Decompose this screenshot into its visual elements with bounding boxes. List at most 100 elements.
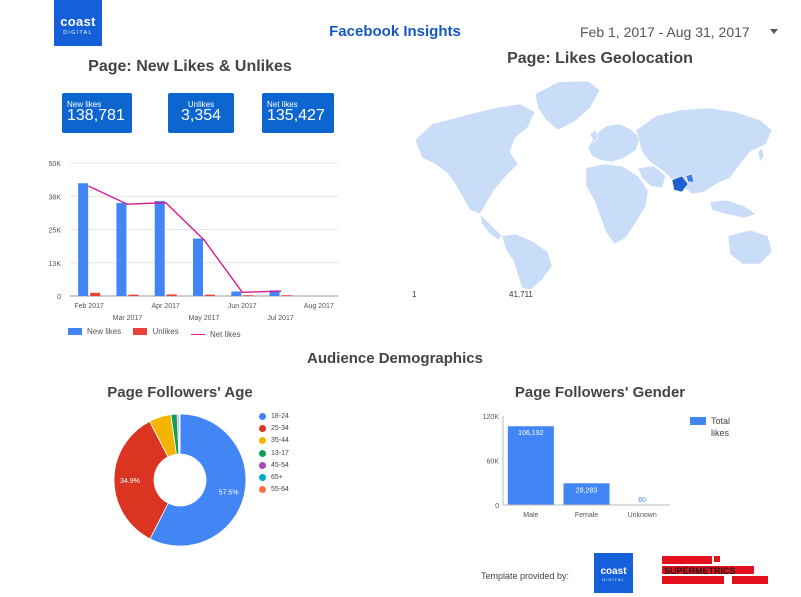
gender-bar-chart: 0 60K 120K 106,192 29,283 60 Male Female Unkno… — [483, 414, 670, 519]
map-region-hotspot — [671, 175, 689, 193]
likes-y-tick-label: 38K — [49, 194, 62, 201]
legend-age-25-34: 25-34 — [259, 422, 289, 434]
gender-y-tick-label: 0 — [495, 503, 499, 510]
geo-scale-min: 1 — [412, 290, 417, 299]
map-region-middle-east — [637, 165, 667, 189]
map-region-greenland — [534, 80, 601, 131]
coast-digital-logo: coast DIGITAL — [54, 0, 102, 46]
bar-unlikes — [243, 295, 254, 296]
gender-x-tick-label: Female — [575, 512, 598, 519]
point-net-likes — [164, 201, 167, 204]
geo-map[interactable] — [410, 72, 778, 290]
gender-section-title: Page Followers' Gender — [514, 384, 686, 401]
bar-new-likes — [78, 183, 89, 296]
age-section-title: Page Followers' Age — [107, 384, 253, 401]
point-net-likes — [126, 203, 129, 206]
likes-x-tick-label: Aug 2017 — [304, 303, 334, 310]
gender-legend: Total likes — [690, 415, 743, 439]
map-region-se-asia — [709, 199, 757, 219]
bar-unlikes — [166, 294, 177, 296]
gender-x-tick-label: Male — [523, 512, 538, 519]
map-region-europe — [587, 123, 641, 163]
supermetrics-wordmark: SUPERMETRICS — [664, 566, 736, 576]
geo-scale-max: 41,711 — [509, 290, 533, 299]
legend-total-likes: Total likes — [711, 416, 731, 438]
bar-new-likes — [193, 238, 203, 296]
likes-x-tick-label: May 2017 — [189, 315, 220, 322]
legend-age-45-54: 45-54 — [259, 459, 289, 471]
likes-x-tick-label: Mar 2017 — [113, 315, 143, 322]
chevron-down-icon[interactable] — [770, 29, 778, 34]
map-region-central-america — [479, 213, 503, 241]
likes-x-tick-label: Jun 2017 — [228, 303, 257, 310]
donut-slice-25-34 — [113, 420, 169, 540]
map-region-north-america — [414, 103, 536, 215]
point-net-likes — [279, 290, 282, 293]
gender-chart-y-ticks: 0 60K 120K — [483, 414, 500, 510]
geo-section-title: Page: Likes Geolocation — [507, 50, 693, 67]
map-region-africa — [585, 163, 649, 245]
bar-new-likes — [269, 290, 280, 296]
gender-y-tick-label: 120K — [483, 414, 500, 421]
legend-age-35-44: 35-44 — [259, 435, 289, 447]
supermetrics-logo[interactable]: SUPERMETRICS — [662, 556, 768, 588]
coast-digital-footer-logo[interactable]: coast DIGITAL — [594, 553, 633, 593]
gender-y-tick-label: 60K — [487, 459, 500, 466]
donut-slice-label: 34.9% — [120, 478, 140, 485]
age-donut-chart: 57.5% 34.9% — [113, 413, 247, 547]
kpi-unlikes-value: 3,354 — [180, 107, 222, 124]
map-region-south-america — [501, 233, 553, 290]
bar-unlikes — [90, 292, 101, 296]
page-title: Facebook Insights — [329, 23, 461, 40]
likes-x-tick-label: Feb 2017 — [74, 303, 104, 310]
kpi-new-likes: New likes 138,781 — [62, 93, 132, 133]
kpi-unlikes-label: Unlikes — [187, 100, 215, 109]
likes-chart-bars — [78, 183, 292, 296]
demographics-title: Audience Demographics — [307, 350, 483, 367]
bar-unlikes — [205, 294, 215, 296]
legend-new-likes: New likes — [68, 327, 121, 336]
likes-chart-grid — [70, 162, 338, 297]
likes-y-tick-label: 25K — [49, 228, 62, 235]
kpi-unlikes: Unlikes 3,354 — [168, 93, 234, 133]
likes-y-tick-label: 13K — [49, 261, 62, 268]
legend-unlikes: Unlikes — [133, 327, 179, 336]
map-region-japan — [757, 147, 765, 163]
date-range-value: Feb 1, 2017 - Aug 31, 2017 — [580, 24, 750, 40]
kpi-net-likes-value: 135,427 — [267, 107, 325, 124]
legend-age-13-17: 13-17 — [259, 447, 289, 459]
gender-bar-value-label: 60 — [638, 497, 646, 504]
likes-y-tick-label: 50K — [49, 161, 62, 168]
legend-age-18-24: 18-24 — [259, 410, 289, 422]
likes-chart-legend: New likes Unlikes Net likes — [68, 327, 251, 339]
point-net-likes — [203, 239, 205, 241]
legend-age-65-plus: 65+ — [259, 471, 289, 483]
map-region-australia — [727, 229, 773, 265]
donut-slice-18-24 — [149, 413, 247, 547]
point-net-likes — [88, 185, 90, 188]
kpi-new-likes-value: 138,781 — [67, 107, 125, 124]
legend-age-55-64: 55-64 — [259, 484, 289, 496]
likes-chart-y-ticks: 0 13K 25K 38K 50K — [49, 161, 62, 301]
gender-chart-x-ticks: Male Female Unknown — [523, 512, 657, 519]
likes-x-tick-label: Jul 2017 — [267, 315, 294, 322]
bar-new-likes — [231, 291, 242, 296]
map-region-asia — [635, 107, 773, 195]
date-range-picker[interactable]: Feb 1, 2017 - Aug 31, 2017 — [568, 23, 780, 45]
likes-combo-chart: 0 13K 25K 38K 50K Feb 2017 Mar 2017 Apr 2017 Ma… — [49, 161, 338, 322]
kpi-net-likes-label: Net likes — [267, 100, 298, 109]
bar-new-likes — [116, 202, 127, 296]
bar-gender-female — [563, 483, 610, 505]
bar-unlikes — [128, 294, 139, 296]
bar-new-likes — [154, 201, 165, 296]
donut-slice-label: 57.5% — [219, 490, 239, 497]
point-net-likes — [241, 291, 244, 294]
likes-y-tick-label: 0 — [57, 294, 61, 301]
likes-section-title: Page: New Likes & Unlikes — [88, 58, 292, 75]
gender-x-tick-label: Unknown — [628, 512, 657, 519]
gender-bar-value-label: 29,283 — [576, 487, 598, 494]
footer-label: Template provided by: — [481, 571, 570, 581]
age-legend: 18-24 25-34 35-44 13-17 45-54 65+ 55-64 — [259, 410, 289, 496]
gender-chart-bars: 106,192 29,283 60 — [507, 426, 666, 506]
likes-x-tick-label: Apr 2017 — [152, 303, 181, 310]
